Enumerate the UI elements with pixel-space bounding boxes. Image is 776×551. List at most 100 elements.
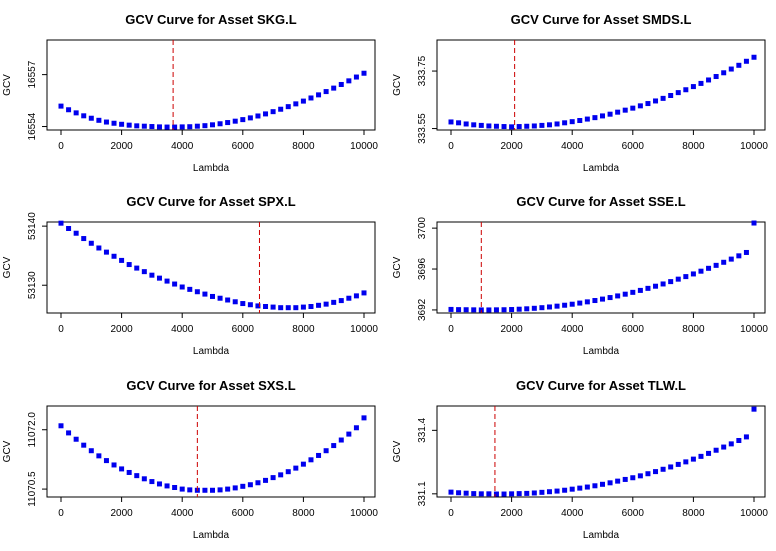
chart-panel-1: GCV Curve for Asset SKG.L 0 2000 4000 6000 80… bbox=[2, 12, 378, 174]
data-point bbox=[713, 447, 719, 453]
x-tick-label: 10000 bbox=[740, 141, 768, 152]
data-point bbox=[96, 245, 102, 251]
data-point bbox=[96, 453, 102, 459]
data-point bbox=[172, 485, 178, 491]
y-tick-label: 331.1 bbox=[417, 481, 428, 506]
y-axis-label: GCV bbox=[392, 440, 403, 462]
data-point bbox=[471, 122, 477, 128]
data-point bbox=[516, 491, 522, 497]
data-point bbox=[471, 307, 477, 313]
chart-panel-2: GCV Curve for Asset SMDS.L 0 2000 4000 6000 8… bbox=[392, 12, 768, 174]
x-tick-label: 10000 bbox=[350, 141, 378, 152]
chart-title: GCV Curve for Asset SMDS.L bbox=[511, 12, 692, 27]
data-point bbox=[471, 491, 477, 497]
data-point bbox=[126, 469, 132, 475]
data-point bbox=[308, 457, 314, 463]
data-point bbox=[622, 107, 628, 113]
x-tick-label: 6000 bbox=[232, 141, 255, 152]
data-point bbox=[600, 296, 605, 302]
data-point bbox=[225, 120, 231, 126]
data-point bbox=[202, 291, 208, 297]
data-point bbox=[728, 256, 734, 262]
data-point bbox=[217, 487, 223, 493]
x-tick-label: 8000 bbox=[292, 141, 315, 152]
x-tick-label: 4000 bbox=[561, 324, 584, 335]
data-point bbox=[293, 465, 299, 471]
x-tick-label: 8000 bbox=[292, 324, 315, 335]
data-point bbox=[721, 444, 727, 450]
data-point bbox=[210, 122, 215, 128]
data-point bbox=[141, 476, 147, 482]
data-point bbox=[187, 286, 193, 292]
data-point bbox=[346, 78, 352, 84]
data-point bbox=[675, 90, 681, 96]
x-tick-label: 2000 bbox=[110, 508, 133, 519]
data-point bbox=[751, 54, 757, 60]
data-point bbox=[486, 123, 492, 129]
data-point bbox=[743, 58, 749, 64]
data-point bbox=[653, 283, 659, 289]
data-point bbox=[293, 305, 299, 311]
data-point bbox=[73, 230, 79, 236]
x-tick-label: 2000 bbox=[500, 324, 523, 335]
data-point bbox=[562, 120, 568, 126]
data-point bbox=[713, 74, 719, 80]
data-point bbox=[285, 469, 291, 475]
x-tick-label: 2000 bbox=[110, 324, 133, 335]
data-point bbox=[96, 117, 102, 123]
plot-frame bbox=[436, 221, 766, 314]
data-point bbox=[81, 236, 87, 242]
data-point bbox=[615, 109, 621, 115]
data-point bbox=[637, 103, 643, 109]
data-point bbox=[134, 123, 140, 129]
data-point bbox=[668, 279, 674, 285]
data-point bbox=[501, 307, 507, 313]
data-point bbox=[706, 450, 712, 456]
data-point bbox=[668, 92, 674, 98]
data-point bbox=[698, 268, 704, 274]
data-point bbox=[88, 448, 94, 454]
data-point bbox=[690, 456, 696, 462]
data-point bbox=[577, 485, 583, 491]
x-tick-label: 2000 bbox=[110, 141, 133, 152]
data-point bbox=[531, 305, 537, 311]
data-point bbox=[584, 116, 590, 122]
y-axis-label: GCV bbox=[2, 74, 13, 96]
data-point bbox=[202, 123, 208, 129]
data-point bbox=[263, 304, 269, 309]
data-point bbox=[164, 278, 170, 284]
data-point bbox=[240, 483, 246, 489]
x-axis-label: Lambda bbox=[583, 346, 620, 357]
x-tick-label: 0 bbox=[58, 508, 64, 519]
data-point bbox=[66, 107, 72, 113]
data-point bbox=[592, 483, 598, 489]
data-point bbox=[683, 459, 689, 465]
data-point bbox=[88, 115, 94, 121]
y-tick-label: 331.4 bbox=[417, 417, 428, 442]
chart-title: GCV Curve for Asset TLW.L bbox=[516, 378, 686, 393]
data-point bbox=[361, 70, 367, 76]
data-point bbox=[149, 479, 155, 485]
data-point bbox=[546, 304, 552, 310]
data-point bbox=[323, 301, 329, 307]
data-point bbox=[217, 295, 223, 301]
data-point bbox=[516, 124, 522, 130]
y-axis-label: GCV bbox=[2, 440, 13, 462]
data-point bbox=[119, 121, 125, 127]
x-tick-label: 6000 bbox=[232, 508, 255, 519]
y-tick-label: 11072.0 bbox=[27, 412, 38, 448]
data-point bbox=[263, 477, 269, 483]
data-point bbox=[706, 77, 712, 83]
data-point bbox=[539, 305, 545, 311]
x-tick-label: 8000 bbox=[682, 141, 705, 152]
data-point bbox=[149, 124, 155, 130]
data-point bbox=[539, 489, 545, 495]
x-tick-label: 0 bbox=[58, 324, 64, 335]
data-point bbox=[179, 486, 185, 492]
x-tick-label: 4000 bbox=[561, 141, 584, 152]
x-tick-label: 4000 bbox=[171, 324, 194, 335]
data-point bbox=[172, 124, 178, 130]
data-point bbox=[164, 483, 170, 489]
data-point bbox=[270, 109, 276, 115]
